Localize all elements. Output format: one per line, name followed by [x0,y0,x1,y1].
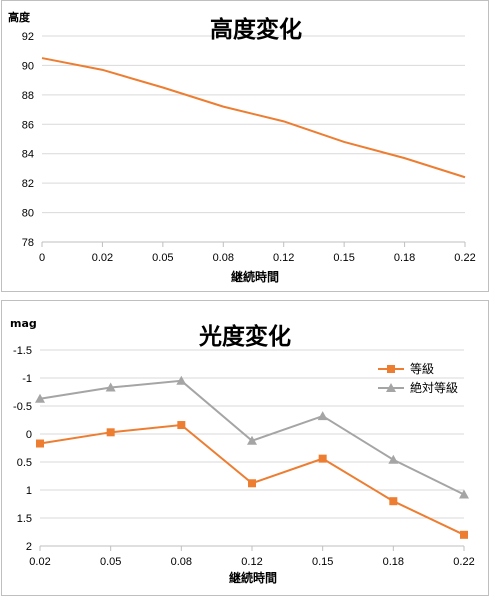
chart-title: 光度変化 [198,323,291,350]
x-tick-label: 0.18 [394,252,415,264]
data-point-square [106,428,115,437]
y-tick-label: 78 [22,237,34,249]
data-point-square [177,421,186,430]
y-tick-label: 1.5 [17,513,32,525]
data-point-triangle [176,375,187,385]
altitude-y-ticks: 92 90 88 86 84 82 80 78 [22,31,34,249]
data-point-triangle [388,454,399,464]
x-tick-label: 0.05 [100,556,121,568]
legend-item-0: 等級 [378,362,434,376]
series-line-0 [41,57,466,179]
altitude-axes [41,241,466,247]
legend-label-1: 絶対等級 [410,380,458,395]
legend-item-1: 絶対等級 [378,380,458,395]
x-tick-label: 0.15 [333,252,354,264]
x-tick-label: 0 [39,252,45,264]
data-point-square [248,479,256,488]
legend-label-0: 等級 [410,362,434,376]
data-point-triangle [459,489,469,499]
legend-marker-square-icon [387,365,395,373]
y-tick-label: -0.5 [13,401,32,413]
data-point-square [389,497,398,506]
x-tick-label: 0.08 [171,556,192,568]
brightness-x-ticks: 0.02 0.05 0.08 0.12 0.15 0.18 0.22 [29,556,474,568]
data-point-triangle [105,382,116,392]
brightness-chart: -1.5 -1 -0.5 0 0.5 1 1.5 2 0.02 0.05 0.08 0.12 0.15… [10,317,475,585]
x-tick-label: 0.12 [273,252,294,264]
y-tick-label: -1.5 [13,345,32,357]
brightness-chart-panel: -1.5 -1 -0.5 0 0.5 1 1.5 2 0.02 0.05 0.08 0.12 0.15… [1,300,489,596]
data-point-triangle [247,435,257,445]
y-tick-label: 86 [22,119,34,131]
y-tick-label: 1 [26,485,32,497]
chart-title: 高度変化 [210,16,302,43]
brightness-axes [39,545,465,551]
y-axis-label: mag [10,317,37,330]
data-point-triangle [317,411,328,421]
x-tick-label: 0.12 [241,556,262,568]
altitude-x-ticks: 0 0.02 0.05 0.08 0.12 0.15 0.18 0.22 [39,252,476,264]
y-tick-label: 2 [26,541,32,553]
x-tick-label: 0.18 [383,556,404,568]
x-axis-label: 継続時間 [231,269,279,284]
x-tick-label: 0.08 [213,252,234,264]
x-tick-label: 0.02 [92,252,113,264]
y-tick-label: 84 [22,149,34,161]
legend-marker-triangle-icon [386,383,396,392]
x-tick-label: 0.02 [29,556,50,568]
y-tick-label: -1 [22,373,32,385]
y-tick-label: 92 [22,31,34,43]
y-tick-label: 90 [22,60,34,72]
y-tick-label: 0 [26,429,32,441]
y-tick-label: 80 [22,208,34,220]
altitude-grid [42,35,465,243]
x-axis-label: 継続時間 [229,570,277,585]
altitude-chart-panel: 92 90 88 86 84 82 80 78 0 0.02 0.05 0.08 0.12 0.15 0.… [1,0,489,292]
x-tick-label: 0.05 [152,252,173,264]
data-point-square [36,439,44,448]
legend: 等級 絶対等級 [378,362,458,395]
brightness-grid [40,349,464,547]
data-point-square [318,454,327,463]
y-tick-label: 0.5 [17,457,32,469]
y-tick-label: 82 [22,178,34,190]
data-point-triangle [35,393,45,403]
x-tick-label: 0.22 [454,252,475,264]
x-tick-label: 0.15 [312,556,333,568]
brightness-y-ticks: -1.5 -1 -0.5 0 0.5 1 1.5 2 [13,345,32,553]
y-axis-label: 高度 [8,10,31,24]
altitude-series [41,57,466,179]
data-point-square [460,530,468,539]
x-tick-label: 0.22 [453,556,474,568]
y-tick-label: 88 [22,90,34,102]
brightness-series [35,375,469,539]
altitude-chart: 92 90 88 86 84 82 80 78 0 0.02 0.05 0.08 0.12 0.15 0.… [8,10,476,284]
